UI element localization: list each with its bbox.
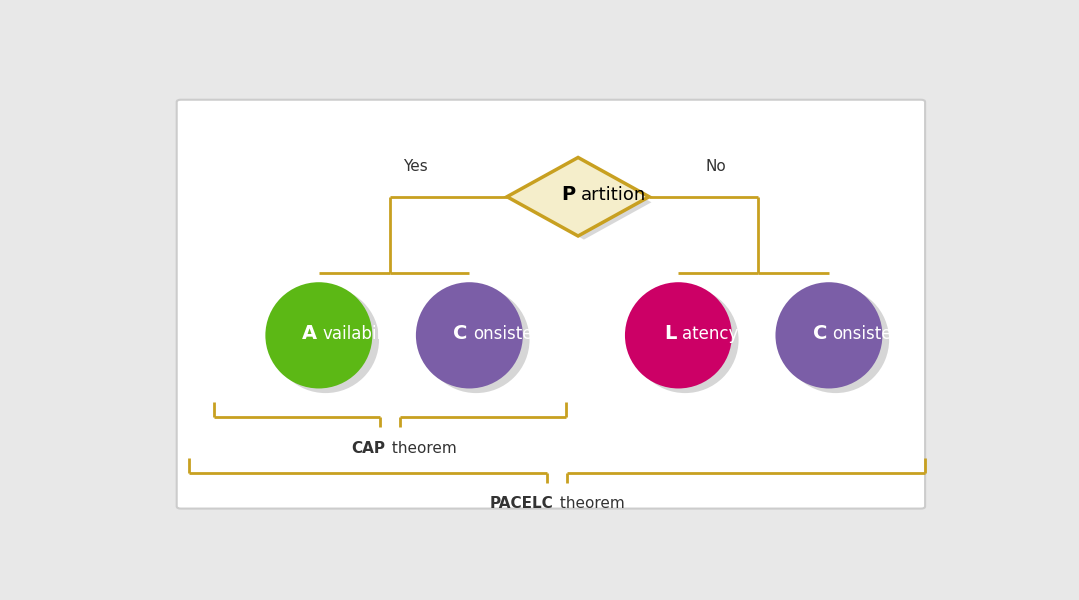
Ellipse shape xyxy=(631,287,739,393)
Ellipse shape xyxy=(272,287,379,393)
Text: theorem: theorem xyxy=(555,496,625,511)
Text: vailability: vailability xyxy=(323,325,402,343)
Text: No: No xyxy=(706,159,726,174)
Text: artition: artition xyxy=(581,186,646,204)
Polygon shape xyxy=(507,157,650,236)
Text: A: A xyxy=(302,325,317,343)
Ellipse shape xyxy=(782,287,889,393)
Polygon shape xyxy=(517,165,652,239)
Text: PACELC: PACELC xyxy=(489,496,552,511)
FancyBboxPatch shape xyxy=(177,100,925,509)
Text: L: L xyxy=(665,325,677,343)
Text: C: C xyxy=(453,325,467,343)
Text: onsistency: onsistency xyxy=(832,325,921,343)
Text: P: P xyxy=(561,185,575,205)
Text: atency: atency xyxy=(682,325,738,343)
Ellipse shape xyxy=(415,282,523,388)
Text: C: C xyxy=(812,325,828,343)
Ellipse shape xyxy=(423,287,530,393)
Ellipse shape xyxy=(265,282,372,388)
Text: CAP: CAP xyxy=(352,440,386,455)
Text: onsistency: onsistency xyxy=(473,325,562,343)
Text: theorem: theorem xyxy=(387,440,457,455)
Text: Yes: Yes xyxy=(402,159,427,174)
Ellipse shape xyxy=(776,282,883,388)
Ellipse shape xyxy=(625,282,732,388)
